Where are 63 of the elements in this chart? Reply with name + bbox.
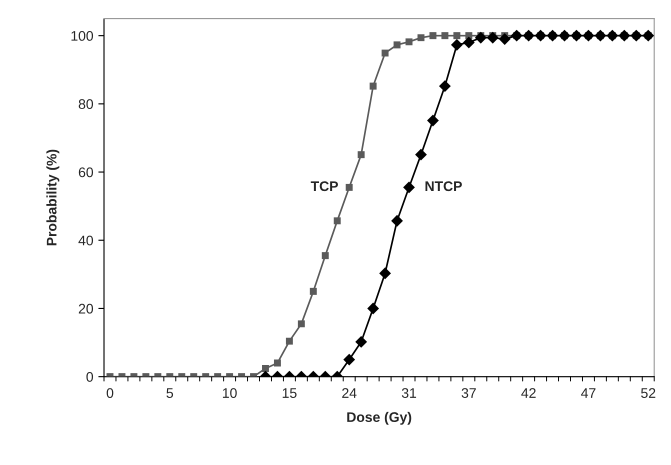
point [343, 354, 356, 366]
point [370, 82, 377, 90]
y-tick-label: 60 [78, 167, 94, 178]
point [453, 32, 460, 40]
x-tick-label: 31 [402, 388, 416, 398]
point [439, 80, 451, 92]
x-axis-title: Dose (Gy) [347, 412, 412, 425]
point [427, 114, 439, 126]
point [391, 214, 403, 227]
point [534, 30, 546, 42]
point [415, 148, 427, 161]
point [546, 30, 558, 42]
y-tick-label: 0 [86, 372, 94, 382]
y-tick-label: 20 [78, 304, 94, 314]
x-tick-label: 24 [342, 388, 357, 398]
point [355, 336, 368, 348]
point [286, 338, 293, 345]
x-tick-label: 52 [641, 388, 656, 398]
point [498, 33, 511, 45]
point [618, 30, 630, 42]
point [606, 30, 618, 42]
point [322, 252, 329, 260]
y-tick-label: 100 [71, 30, 94, 41]
series-label: NTCP [425, 181, 462, 192]
point [367, 302, 380, 314]
x-tick-label: 10 [222, 388, 237, 398]
point [594, 30, 606, 42]
point [379, 267, 391, 280]
point [570, 30, 582, 42]
point [582, 30, 594, 42]
point [441, 32, 448, 40]
x-tick-label: 37 [462, 388, 476, 398]
point [510, 30, 523, 42]
point [450, 38, 463, 51]
point [642, 30, 654, 42]
x-tick-label: 47 [581, 388, 596, 398]
point [474, 32, 487, 44]
point [346, 184, 353, 191]
y-axis-title: Probability (%) [46, 150, 60, 246]
y-tick-label: 80 [78, 99, 94, 110]
point [403, 182, 415, 194]
x-tick-label: 42 [521, 388, 536, 398]
point [394, 41, 401, 48]
y-tick-label: 40 [78, 236, 94, 246]
point [522, 30, 535, 42]
point [486, 32, 499, 44]
point [274, 360, 281, 366]
point [406, 38, 412, 46]
point [262, 364, 269, 372]
point [418, 34, 424, 42]
point [558, 30, 570, 42]
point [462, 36, 475, 48]
point [298, 320, 305, 328]
x-tick-label: 0 [106, 388, 114, 398]
x-tick-label: 5 [166, 388, 174, 398]
series-label: TCP [310, 181, 338, 192]
point [382, 50, 389, 57]
x-tick-label: 15 [282, 388, 297, 398]
point [358, 151, 365, 158]
point [429, 32, 436, 40]
point [310, 288, 317, 295]
point [630, 30, 642, 42]
point [334, 217, 341, 224]
